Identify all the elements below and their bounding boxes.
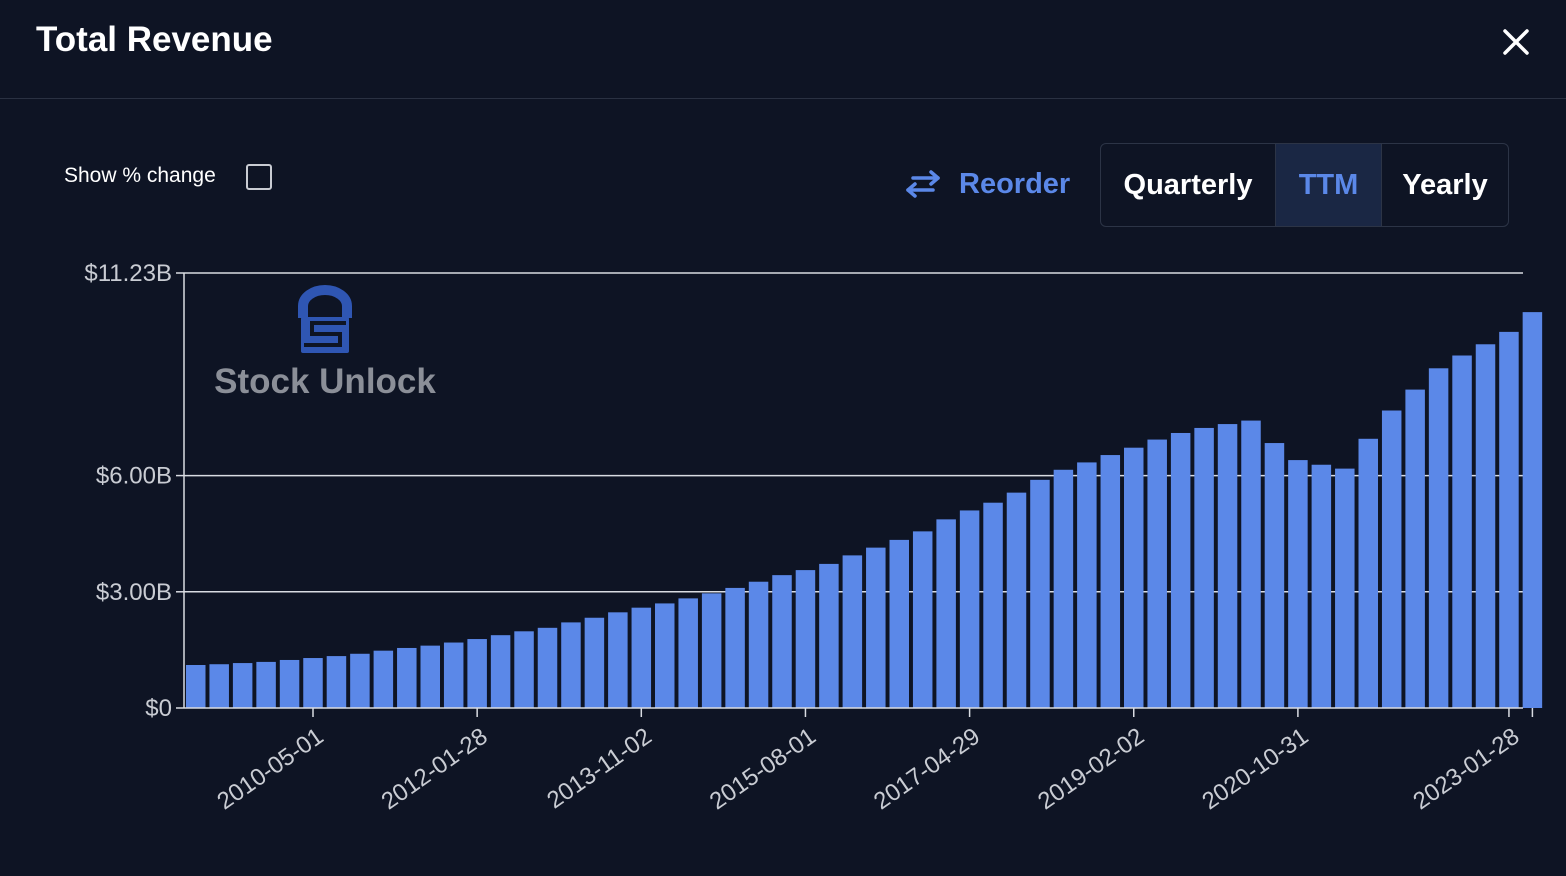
bar [232, 663, 253, 708]
bar [1194, 427, 1214, 708]
bar [256, 661, 276, 708]
bar [889, 539, 909, 708]
bar [303, 658, 323, 708]
bar [1311, 464, 1332, 708]
period-ttm-button[interactable]: TTM [1275, 144, 1382, 226]
reorder-button[interactable]: Reorder [905, 164, 1070, 204]
y-tick-label: $6.00B [96, 463, 172, 490]
bar [772, 575, 792, 708]
bar [748, 581, 769, 708]
bar [1381, 410, 1402, 708]
bar [1170, 432, 1191, 708]
bar [326, 656, 347, 708]
bar [819, 563, 839, 708]
x-tick-label: 2010-05-01 [212, 723, 328, 816]
bar [537, 627, 558, 708]
bar [1147, 439, 1167, 708]
x-tick-label: 2020-10-31 [1197, 723, 1313, 816]
y-tick-label: $0 [145, 695, 172, 722]
bar [1030, 479, 1050, 708]
x-tick-label: 2017-04-29 [869, 723, 985, 816]
bar [209, 664, 229, 708]
period-toggle: Quarterly TTM Yearly [1100, 143, 1509, 227]
bar [514, 631, 534, 708]
bar [1077, 462, 1097, 708]
bar [1335, 468, 1355, 708]
bar [1358, 438, 1378, 708]
bar [1006, 492, 1027, 708]
bar [443, 642, 464, 708]
bar [1499, 331, 1519, 708]
bar [725, 587, 745, 708]
bar [1452, 355, 1472, 708]
bar [1475, 344, 1496, 708]
bar [1100, 455, 1121, 708]
bar [959, 510, 980, 708]
modal-title: Total Revenue [36, 20, 273, 59]
show-pct-change-label: Show % change [64, 164, 216, 187]
x-tick-label: 2019-02-02 [1033, 723, 1149, 816]
bar [1264, 443, 1285, 708]
watermark-text: Stock Unlock [214, 362, 436, 401]
bar [490, 635, 511, 708]
x-tick-label: 2013-11-02 [542, 723, 657, 815]
bar [397, 647, 417, 708]
period-quarterly-button[interactable]: Quarterly [1123, 168, 1253, 201]
show-pct-change-checkbox[interactable] [246, 164, 272, 190]
close-icon [1503, 29, 1529, 55]
bar [561, 622, 581, 708]
bar [1522, 312, 1543, 708]
bar [678, 598, 698, 708]
bar [866, 547, 886, 708]
swap-arrows-icon [906, 170, 940, 198]
bar [655, 603, 675, 708]
watermark-logo: Stock Unlock [214, 285, 436, 401]
x-tick-label: 2015-08-01 [705, 723, 821, 816]
modal-header: Total Revenue [0, 0, 1566, 99]
bar [1124, 447, 1144, 708]
period-yearly-button[interactable]: Yearly [1402, 168, 1488, 201]
bar [795, 570, 816, 708]
x-tick-label: 2012-01-28 [377, 723, 493, 816]
bar [983, 502, 1003, 708]
bar [701, 593, 722, 708]
bar [631, 607, 652, 708]
x-tick-label: 2023-01-28 [1408, 723, 1524, 816]
bar [350, 653, 370, 708]
bar [842, 555, 863, 708]
reorder-label: Reorder [959, 167, 1071, 200]
chart-bars [186, 312, 1543, 708]
bar [1428, 368, 1449, 708]
bar [467, 639, 487, 708]
bar [1405, 389, 1425, 708]
bar [373, 650, 394, 708]
bar [936, 519, 956, 708]
bar [186, 665, 206, 708]
bar [279, 659, 300, 708]
bar [584, 617, 605, 708]
bar [1288, 460, 1308, 708]
stock-unlock-logo-icon [298, 285, 352, 353]
close-button[interactable] [1496, 22, 1536, 62]
bar [1217, 424, 1238, 708]
bar [420, 645, 440, 708]
y-tick-label: $3.00B [96, 579, 172, 606]
bar [1053, 469, 1074, 708]
y-tick-label: $11.23B [84, 260, 172, 287]
bar [608, 612, 628, 708]
bar [912, 531, 933, 708]
bar [1241, 420, 1261, 708]
